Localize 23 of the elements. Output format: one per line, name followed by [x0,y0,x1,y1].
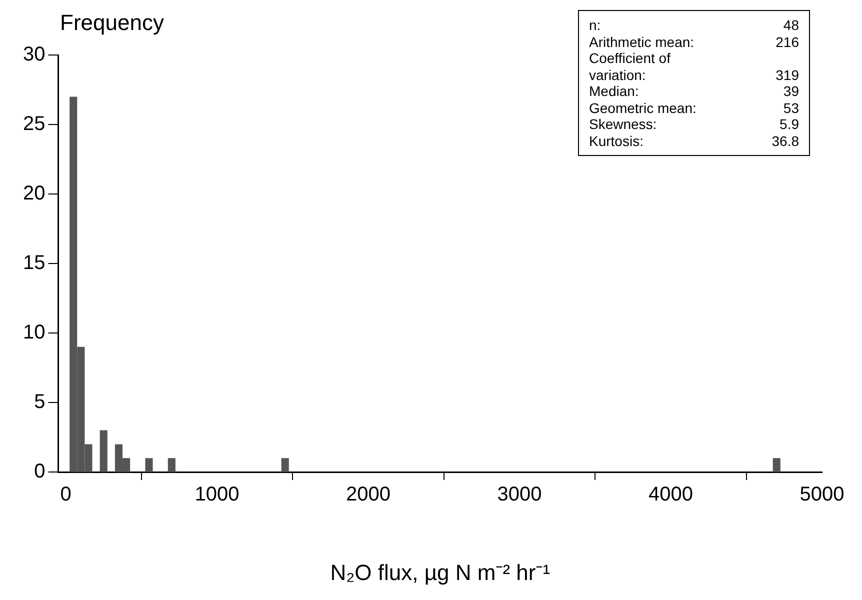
text: Arithmetic mean: 216 [589,34,799,50]
x-tick-label: 1000 [194,484,240,506]
y-tick-label: 20 [22,182,46,205]
y-tick-label: 10 [22,322,46,344]
text: Median: 39 [589,83,799,99]
y-axis-title: Frequency [60,10,164,35]
x-tick-label: 0 [60,484,72,506]
text: n: 48 [589,17,799,33]
y-tick-label: 25 [22,113,46,136]
x-tick-label: 4000 [648,484,694,506]
x-tick-label: 3000 [497,484,542,506]
annotation: Coefficient of [589,50,670,66]
x-tick-label: 5000 [800,484,844,506]
x-axis-title: N₂O flux, µg N m⁻² hr⁻¹ [330,560,550,585]
y-tick-label: 5 [34,391,46,414]
text: Kurtosis: 36.8 [589,132,799,148]
text: variation: 319 [589,66,799,82]
y-tick-label: 0 [34,460,46,483]
text: Geometric mean: 53 [589,100,799,116]
y-tick-label: 30 [22,44,46,66]
y-tick-label: 15 [22,252,46,274]
x-tick-label: 2000 [346,484,391,506]
text: Skewness: 5.9 [589,116,799,132]
